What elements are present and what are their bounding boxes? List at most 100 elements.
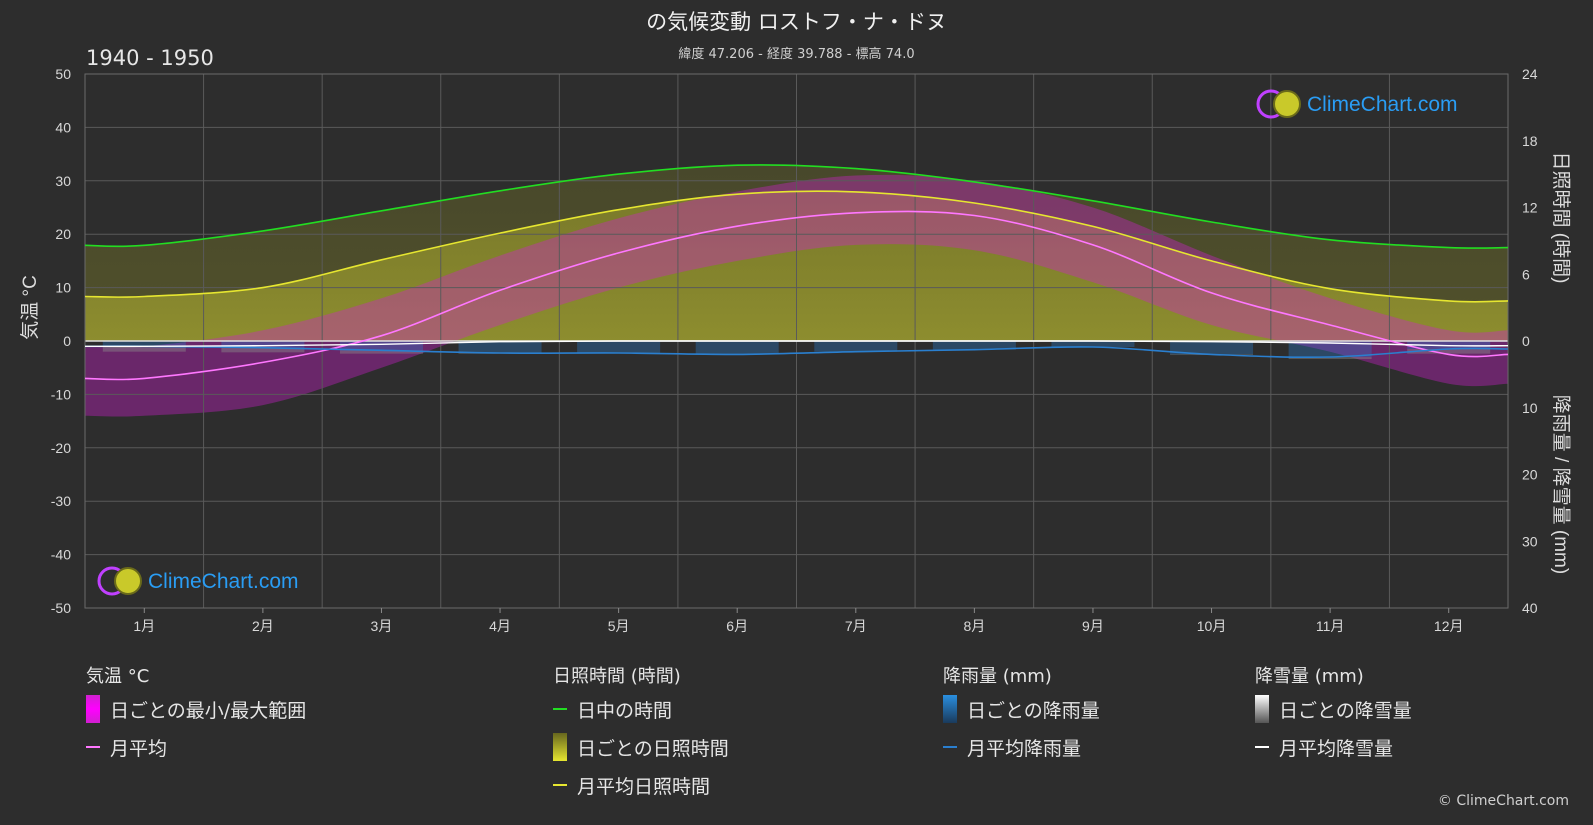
logo-bottom-left: ClimeChart.com bbox=[97, 566, 299, 596]
snow-bar bbox=[339, 350, 423, 354]
left-tick-label: -10 bbox=[51, 386, 71, 402]
rain-bar bbox=[1170, 341, 1254, 355]
legend-daylight-label: 日中の時間 bbox=[577, 699, 673, 722]
rain-bar bbox=[339, 341, 423, 351]
legend-sunshine: 日照時間 (時間) 日中の時間 日ごとの日照時間 月平均日照時間 bbox=[553, 662, 729, 804]
legend-snow-avg-label: 月平均降雪量 bbox=[1279, 737, 1394, 760]
legend-snow: 降雪量 (mm) 日ごとの降雪量 月平均降雪量 bbox=[1255, 662, 1412, 766]
logo-sun-icon bbox=[1273, 90, 1301, 118]
daylight-swatch bbox=[553, 708, 567, 710]
legend-item-snow-daily: 日ごとの降雪量 bbox=[1255, 690, 1412, 728]
left-tick-label: 0 bbox=[63, 333, 71, 349]
period-label: 1940 - 1950 bbox=[86, 46, 214, 70]
left-tick-label: 50 bbox=[55, 66, 71, 82]
right-bottom-tick-label: 20 bbox=[1522, 467, 1538, 483]
legend-snow-daily-label: 日ごとの降雪量 bbox=[1279, 699, 1412, 722]
right-bottom-tick-label: 30 bbox=[1522, 533, 1538, 549]
temp-range-swatch bbox=[86, 695, 100, 723]
legend-sunshine-title: 日照時間 (時間) bbox=[553, 666, 681, 687]
right-top-tick-label: 18 bbox=[1522, 133, 1538, 149]
right-top-tick-label: 24 bbox=[1522, 66, 1538, 82]
logo-top-right: ClimeChart.com bbox=[1256, 89, 1458, 119]
snow-bar bbox=[221, 347, 305, 353]
rain-bar bbox=[458, 341, 542, 354]
legend-temp-avg-label: 月平均 bbox=[110, 737, 168, 760]
legend-item-snow-avg: 月平均降雪量 bbox=[1255, 728, 1412, 766]
right-top-tick-label: 0 bbox=[1522, 333, 1530, 349]
month-label: 2月 bbox=[252, 618, 274, 634]
sunshine-daily-swatch bbox=[553, 733, 567, 761]
month-label: 7月 bbox=[845, 618, 867, 634]
month-label: 5月 bbox=[608, 618, 630, 634]
logo-sun-icon bbox=[114, 567, 142, 595]
snow-avg-swatch bbox=[1255, 746, 1269, 748]
right-top-tick-label: 6 bbox=[1522, 266, 1530, 282]
legend-temperature-title: 気温 °C bbox=[86, 666, 150, 687]
month-label: 6月 bbox=[726, 618, 748, 634]
month-label: 1月 bbox=[133, 618, 155, 634]
chart-title: の気候変動 ロストフ・ナ・ドヌ bbox=[646, 10, 947, 34]
rain-bar bbox=[102, 341, 186, 347]
right-bottom-tick-label: 40 bbox=[1522, 600, 1538, 616]
sunshine-avg-line bbox=[84, 190, 1509, 303]
plot-border bbox=[84, 73, 1509, 609]
rain-avg-swatch bbox=[943, 746, 957, 748]
snow-bar bbox=[1288, 357, 1372, 360]
logo-text: ClimeChart.com bbox=[1307, 93, 1458, 116]
snow-bar bbox=[102, 346, 186, 352]
right-top-tick-label: 12 bbox=[1522, 200, 1538, 216]
rain-avg-line bbox=[84, 345, 1509, 359]
rain-bar bbox=[1051, 341, 1135, 348]
left-axis-title: 気温 °C bbox=[19, 275, 41, 340]
left-tick-label: 10 bbox=[55, 280, 71, 296]
rain-bar bbox=[221, 341, 305, 348]
right-bottom-tick-label: 10 bbox=[1522, 400, 1538, 416]
logo-text: ClimeChart.com bbox=[148, 570, 299, 593]
legend-temp-range-label: 日ごとの最小/最大範囲 bbox=[110, 699, 307, 722]
rain-bar bbox=[932, 341, 1016, 350]
daylight-line bbox=[84, 164, 1509, 249]
month-label: 4月 bbox=[489, 618, 511, 634]
legend-rain-title: 降雨量 (mm) bbox=[943, 666, 1052, 687]
legend-rain-avg-label: 月平均降雨量 bbox=[967, 737, 1082, 760]
legend-item-daylight: 日中の時間 bbox=[553, 690, 729, 728]
legend-item-rain-daily: 日ごとの降雨量 bbox=[943, 690, 1100, 728]
right-bottom-axis-title: 降雨量 / 降雪量 (mm) bbox=[1550, 395, 1572, 574]
month-label: 3月 bbox=[371, 618, 393, 634]
chart-subtitle: 緯度 47.206 - 経度 39.788 - 標高 74.0 bbox=[678, 47, 915, 62]
left-tick-label: -30 bbox=[51, 493, 71, 509]
snow-avg-line bbox=[84, 340, 1509, 348]
left-tick-label: -40 bbox=[51, 547, 71, 563]
rain-daily-swatch bbox=[943, 695, 957, 723]
left-tick-label: 30 bbox=[55, 173, 71, 189]
legend-sunshine-daily-label: 日ごとの日照時間 bbox=[577, 737, 729, 760]
copyright: © ClimeChart.com bbox=[1437, 793, 1569, 809]
legend-item-temp-range: 日ごとの最小/最大範囲 bbox=[86, 690, 306, 728]
left-tick-label: 20 bbox=[55, 226, 71, 242]
rain-bar bbox=[577, 341, 661, 354]
legend-item-sunshine-daily: 日ごとの日照時間 bbox=[553, 728, 729, 766]
left-tick-label: -20 bbox=[51, 440, 71, 456]
month-label: 12月 bbox=[1434, 618, 1464, 634]
legend-rain: 降雨量 (mm) 日ごとの降雨量 月平均降雨量 bbox=[943, 662, 1100, 766]
rain-bar bbox=[1288, 341, 1372, 358]
month-label: 9月 bbox=[1082, 618, 1104, 634]
temp-avg-swatch bbox=[86, 746, 100, 748]
legend-item-rain-avg: 月平均降雨量 bbox=[943, 728, 1100, 766]
sunshine-avg-swatch bbox=[553, 784, 567, 786]
snow-daily-swatch bbox=[1255, 695, 1269, 723]
legend-item-temp-avg: 月平均 bbox=[86, 728, 306, 766]
month-label: 8月 bbox=[963, 618, 985, 634]
left-tick-label: 40 bbox=[55, 119, 71, 135]
rain-bar bbox=[695, 341, 779, 355]
month-label: 11月 bbox=[1316, 618, 1345, 634]
temperature-avg-line bbox=[84, 210, 1509, 381]
legend-temperature: 気温 °C 日ごとの最小/最大範囲 月平均 bbox=[86, 662, 306, 766]
legend-snow-title: 降雪量 (mm) bbox=[1255, 666, 1364, 687]
right-top-axis-title: 日照時間 (時間) bbox=[1550, 152, 1572, 284]
legend-item-sunshine-avg: 月平均日照時間 bbox=[553, 766, 729, 804]
rain-bar bbox=[814, 341, 898, 352]
snow-bar bbox=[1407, 349, 1491, 354]
legend-rain-daily-label: 日ごとの降雨量 bbox=[967, 699, 1100, 722]
